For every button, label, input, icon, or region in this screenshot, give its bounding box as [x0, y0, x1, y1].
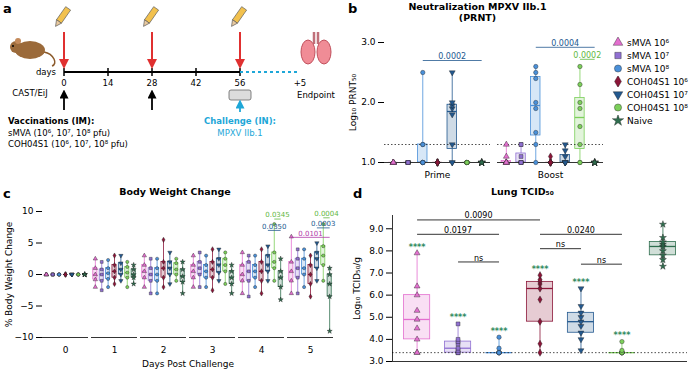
svg-text:0.0345: 0.0345	[265, 211, 290, 219]
svg-text:0.0350: 0.0350	[262, 223, 287, 231]
svg-text:56: 56	[235, 78, 246, 88]
svg-text:0.0002: 0.0002	[573, 51, 601, 60]
svg-text:0: 0	[61, 78, 66, 88]
svg-text:% Body Weight Change: % Body Weight Change	[4, 221, 14, 327]
svg-text:0.0003: 0.0003	[311, 220, 336, 228]
svg-text:1.0: 1.0	[361, 157, 376, 167]
html-text:d: d	[353, 186, 363, 201]
svg-text:−5: −5	[20, 301, 33, 311]
svg-text:4: 4	[259, 345, 265, 355]
svg-text:3: 3	[210, 345, 216, 355]
svg-text:COH04S1 (10⁶, 10⁷, 10⁸ pfu): COH04S1 (10⁶, 10⁷, 10⁸ pfu)	[8, 139, 128, 149]
svg-text:0.0090: 0.0090	[465, 211, 493, 220]
html-text:COH04S1 10⁶: COH04S1 10⁶	[627, 76, 688, 87]
svg-text:9.0: 9.0	[369, 224, 384, 234]
svg-text:0.0004: 0.0004	[551, 39, 579, 48]
html-text:COH04S1 10⁷: COH04S1 10⁷	[627, 89, 688, 100]
svg-text:Vaccinations (IM):: Vaccinations (IM):	[8, 116, 94, 126]
svg-text:days: days	[36, 67, 57, 77]
html-text:Body Weight Change: Body Weight Change	[119, 186, 231, 197]
svg-text:****: ****	[614, 331, 632, 340]
svg-text:14: 14	[103, 78, 114, 88]
svg-text:10: 10	[22, 206, 34, 216]
html-text:a: a	[3, 1, 12, 16]
svg-text:5: 5	[28, 238, 34, 248]
svg-text:0.0197: 0.0197	[444, 226, 472, 235]
svg-text:****: ****	[573, 278, 591, 287]
svg-text:Days Post Challenge: Days Post Challenge	[142, 359, 234, 369]
svg-text:ns: ns	[597, 256, 606, 265]
html-text:COH04S1 10⁸: COH04S1 10⁸	[627, 102, 688, 113]
svg-text:****: ****	[491, 327, 509, 336]
svg-text:0.0240: 0.0240	[567, 226, 595, 235]
svg-text:Log₁₀ TCID₅₀/g: Log₁₀ TCID₅₀/g	[352, 257, 362, 320]
svg-text:1: 1	[112, 345, 118, 355]
svg-text:Boost: Boost	[538, 170, 564, 180]
svg-text:MPXV IIb.1: MPXV IIb.1	[217, 128, 262, 138]
svg-text:3.0: 3.0	[369, 356, 384, 366]
svg-text:+5: +5	[294, 78, 307, 88]
html-text:Neutralization MPXV IIb.1: Neutralization MPXV IIb.1	[408, 1, 547, 12]
html-text:b: b	[348, 1, 358, 16]
svg-text:0.0004: 0.0004	[314, 210, 339, 218]
svg-text:−10: −10	[15, 332, 34, 342]
svg-text:sMVA (10⁶, 10⁷, 10⁸ pfu): sMVA (10⁶, 10⁷, 10⁸ pfu)	[8, 128, 110, 138]
svg-text:Prime: Prime	[425, 170, 451, 180]
svg-text:ns: ns	[556, 240, 565, 249]
svg-text:2.0: 2.0	[361, 97, 376, 107]
svg-text:0.0002: 0.0002	[438, 52, 466, 61]
svg-text:0: 0	[28, 269, 34, 279]
html-text:Lung TCID₅₀: Lung TCID₅₀	[491, 186, 554, 197]
html-text:sMVA 10⁸: sMVA 10⁸	[627, 63, 670, 74]
svg-text:2: 2	[161, 345, 167, 355]
svg-text:3.0: 3.0	[361, 37, 376, 47]
svg-text:Log₁₀ PRNT₅₀: Log₁₀ PRNT₅₀	[348, 73, 358, 131]
svg-text:Challenge (IN):: Challenge (IN):	[204, 116, 276, 126]
svg-text:ns: ns	[474, 254, 483, 263]
svg-text:5.0: 5.0	[369, 312, 384, 322]
svg-text:7.0: 7.0	[369, 268, 384, 278]
svg-text:****: ****	[532, 265, 550, 274]
svg-text:42: 42	[191, 78, 202, 88]
svg-text:4.0: 4.0	[369, 334, 384, 344]
html-text:sMVA 10⁷: sMVA 10⁷	[627, 50, 670, 61]
svg-text:8.0: 8.0	[369, 246, 384, 256]
svg-text:28: 28	[147, 78, 158, 88]
html-text:(PRNT): (PRNT)	[458, 12, 497, 23]
svg-text:0.0101: 0.0101	[298, 230, 323, 238]
html-text:sMVA 10⁶: sMVA 10⁶	[627, 37, 670, 48]
html-text:c: c	[3, 186, 11, 201]
svg-text:5: 5	[308, 345, 314, 355]
svg-text:6.0: 6.0	[369, 290, 384, 300]
svg-text:0: 0	[63, 345, 69, 355]
svg-text:****: ****	[409, 243, 427, 252]
svg-text:****: ****	[450, 313, 468, 322]
html-text:Naive: Naive	[627, 115, 653, 126]
svg-text:CAST/EiJ: CAST/EiJ	[12, 88, 47, 98]
svg-text:Endpoint: Endpoint	[297, 90, 335, 100]
